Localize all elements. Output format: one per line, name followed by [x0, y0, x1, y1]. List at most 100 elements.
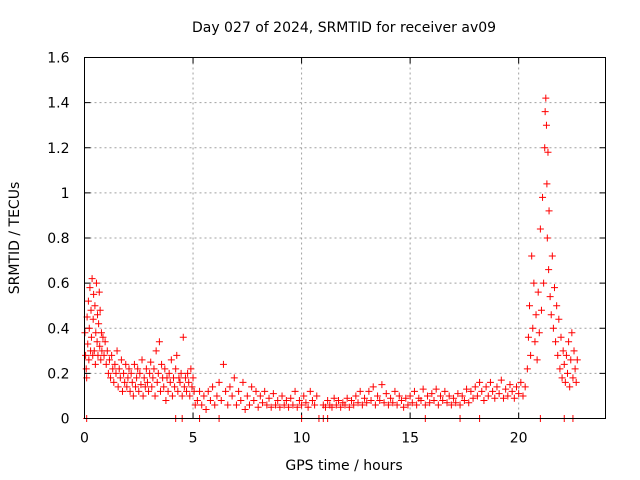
data-point	[552, 338, 560, 346]
data-point	[371, 401, 379, 409]
data-point	[358, 401, 366, 409]
data-point	[215, 378, 223, 386]
data-point	[222, 387, 230, 395]
data-point	[397, 396, 405, 404]
data-point	[363, 399, 371, 407]
data-point	[217, 396, 225, 404]
data-point	[174, 387, 182, 395]
data-point	[252, 387, 260, 395]
data-point	[489, 387, 497, 395]
data-point	[486, 378, 494, 386]
data-point	[367, 396, 375, 404]
data-point	[276, 403, 284, 411]
data-point	[565, 338, 573, 346]
data-point	[332, 401, 340, 409]
grid-lines	[84, 57, 606, 419]
data-point	[441, 387, 449, 395]
y-tick-label: 0.8	[47, 231, 69, 247]
data-point	[529, 324, 537, 332]
data-point	[555, 315, 563, 323]
data-point	[85, 356, 93, 364]
data-point	[94, 311, 102, 319]
data-point	[384, 401, 392, 409]
data-point	[188, 383, 196, 391]
data-point	[515, 390, 523, 398]
data-point	[348, 396, 356, 404]
data-point	[196, 387, 204, 395]
data-point	[480, 396, 488, 404]
data-point	[524, 333, 532, 341]
data-point	[250, 396, 258, 404]
data-point	[543, 234, 551, 242]
data-point	[86, 284, 94, 292]
data-point	[313, 392, 321, 400]
data-point	[544, 148, 552, 156]
data-point	[380, 399, 388, 407]
data-point	[350, 401, 358, 409]
data-point	[130, 360, 138, 368]
data-point	[557, 333, 565, 341]
data-point	[179, 333, 187, 341]
data-point	[143, 378, 151, 386]
data-point	[471, 383, 479, 391]
data-point	[456, 401, 464, 409]
data-point	[178, 392, 186, 400]
data-point	[90, 290, 98, 298]
data-point	[450, 394, 458, 402]
data-point	[97, 329, 105, 337]
data-point	[502, 385, 510, 393]
data-point	[167, 356, 175, 364]
data-point	[241, 405, 249, 413]
data-point	[506, 381, 514, 389]
data-point	[410, 387, 418, 395]
data-point	[408, 399, 416, 407]
data-point	[122, 360, 130, 368]
data-point	[114, 383, 122, 391]
data-point	[419, 385, 427, 393]
data-point	[211, 401, 219, 409]
data-point	[235, 387, 243, 395]
data-point	[173, 351, 181, 359]
data-point	[115, 365, 123, 373]
data-point	[519, 392, 527, 400]
data-point	[556, 365, 564, 373]
data-point	[278, 392, 286, 400]
y-tick-label: 0.4	[47, 321, 69, 337]
data-point	[356, 387, 364, 395]
data-point	[101, 338, 109, 346]
data-point	[517, 378, 525, 386]
y-tick-label: 0.6	[47, 276, 69, 292]
data-point	[138, 356, 146, 364]
data-point	[369, 383, 377, 391]
data-point	[430, 396, 438, 404]
data-point	[151, 392, 159, 400]
data-point	[139, 392, 147, 400]
data-point	[404, 401, 412, 409]
data-point	[482, 383, 490, 391]
data-point	[111, 360, 119, 368]
data-point	[491, 394, 499, 402]
data-point	[376, 396, 384, 404]
data-point	[186, 392, 194, 400]
data-point	[148, 383, 156, 391]
data-point	[91, 302, 99, 310]
data-point	[180, 383, 188, 391]
data-point	[141, 383, 149, 391]
data-point	[417, 396, 425, 404]
data-point	[171, 383, 179, 391]
data-point	[82, 351, 90, 359]
data-point	[265, 394, 273, 402]
data-point	[254, 403, 262, 411]
data-point	[528, 252, 536, 260]
data-point	[443, 399, 451, 407]
data-point	[291, 387, 299, 395]
data-point	[452, 399, 460, 407]
data-point	[127, 369, 135, 377]
data-point	[161, 365, 169, 373]
data-point	[274, 396, 282, 404]
data-point	[476, 378, 484, 386]
data-point	[413, 401, 421, 409]
data-point	[176, 378, 184, 386]
data-point	[531, 338, 539, 346]
data-point	[426, 399, 434, 407]
